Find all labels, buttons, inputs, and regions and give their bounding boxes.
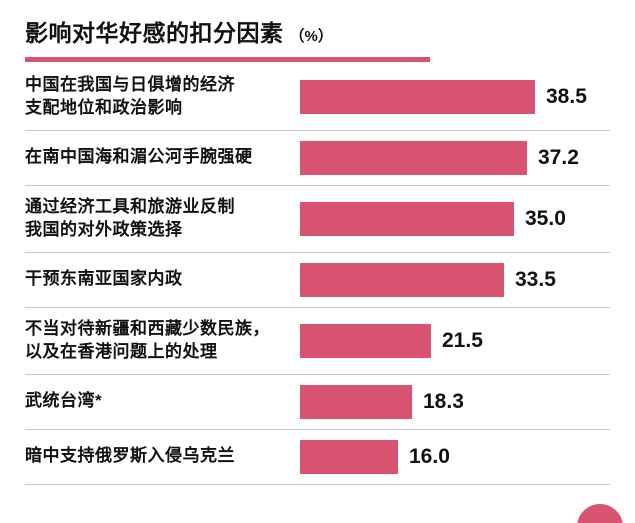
bar-area: 38.5: [300, 79, 610, 114]
bar-area: 37.2: [300, 140, 610, 175]
chart-row: 干预东南亚国家内政 33.5: [25, 253, 610, 308]
chart-unit-label: （%）: [289, 28, 333, 45]
title-underline: [25, 57, 430, 62]
bar: [300, 439, 398, 474]
bar: [300, 79, 535, 114]
bar-area: 33.5: [300, 262, 610, 297]
bar-area: 21.5: [300, 323, 610, 358]
chart-row: 暗中支持俄罗斯入侵乌克兰 16.0: [25, 430, 610, 485]
category-label: 中国在我国与日俱增的经济 支配地位和政治影响: [25, 75, 235, 117]
bar: [300, 140, 527, 175]
chart-title: 影响对华好感的扣分因素: [25, 20, 284, 46]
category-label: 武统台湾*: [25, 391, 103, 411]
bar-area: 18.3: [300, 384, 610, 419]
chart-header: 影响对华好感的扣分因素 （%）: [25, 14, 610, 48]
logo-circle: [577, 504, 623, 523]
bar: [300, 384, 412, 419]
category-label: 干预东南亚国家内政: [25, 269, 183, 289]
value-label: 37.2: [538, 145, 579, 169]
chart-row: 通过经济工具和旅游业反制 我国的对外政策选择 35.0: [25, 186, 610, 253]
category-label: 暗中支持俄罗斯入侵乌克兰: [25, 446, 235, 466]
category-label: 在南中国海和湄公河手腕强硬: [25, 147, 253, 167]
chart-row: 中国在我国与日俱增的经济 支配地位和政治影响 38.5: [25, 64, 610, 131]
category-label: 通过经济工具和旅游业反制 我国的对外政策选择: [25, 196, 235, 239]
value-label: 16.0: [409, 444, 450, 468]
bar: [300, 323, 431, 358]
category-label: 不当对待新疆和西藏少数民族， 以及在香港问题上的处理: [25, 318, 270, 361]
value-label: 38.5: [546, 84, 587, 108]
chart-row: 在南中国海和湄公河手腕强硬 37.2: [25, 131, 610, 186]
value-label: 21.5: [442, 328, 483, 352]
bar: [300, 262, 504, 297]
bar: [300, 201, 514, 236]
bar-area: 16.0: [300, 439, 610, 474]
chart-row: 不当对待新疆和西藏少数民族， 以及在香港问题上的处理 21.5: [25, 308, 610, 375]
value-label: 35.0: [525, 206, 566, 230]
value-label: 18.3: [423, 389, 464, 413]
bar-area: 35.0: [300, 201, 610, 236]
chart-row: 武统台湾* 18.3: [25, 375, 610, 430]
chart-rows: 中国在我国与日俱增的经济 支配地位和政治影响 38.5 在南中国海和湄公河手腕强…: [25, 64, 610, 485]
value-label: 33.5: [515, 267, 556, 291]
